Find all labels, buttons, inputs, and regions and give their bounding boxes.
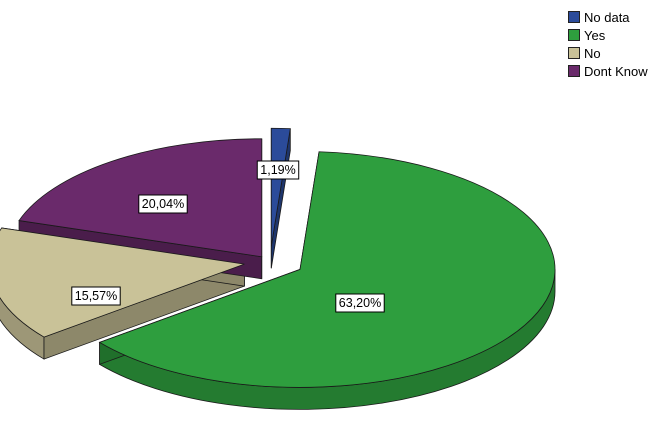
legend-label: Yes [584,27,606,43]
data-label-box [335,293,385,313]
pie-slice-no-data [270,127,291,247]
data-label-box [71,286,121,306]
data-label-text: 15,57% [75,289,117,303]
pie-tops [0,127,556,388]
legend: No data Yes No Dont Know [568,8,648,80]
legend-swatch-yes [568,29,580,41]
data-label-box [256,160,300,180]
legend-item-no: No [568,44,648,62]
legend-label: Dont Know [584,63,648,79]
data-label-box [138,194,188,214]
pie-slice-yes [98,151,556,388]
legend-label: No [584,45,601,61]
data-label-dont-know: 20,04% [138,194,188,214]
pie-slice-no [0,227,245,338]
legend-item-yes: Yes [568,26,648,44]
legend-item-no-data: No data [568,8,648,26]
data-label-no-data: 1,19% [256,160,300,180]
legend-label: No data [584,9,630,25]
data-label-text: 63,20% [339,296,381,310]
data-label-no: 15,57% [71,286,121,306]
data-label-yes: 63,20% [335,293,385,313]
legend-swatch-no-data [568,11,580,23]
data-label-text: 20,04% [142,197,184,211]
data-label-text: 1,19% [260,163,295,177]
legend-swatch-dont-know [568,65,580,77]
legend-item-dont-know: Dont Know [568,62,648,80]
legend-swatch-no [568,47,580,59]
pie-labels: 1,19% 63,20% 15,57% 20,04% [71,160,385,313]
